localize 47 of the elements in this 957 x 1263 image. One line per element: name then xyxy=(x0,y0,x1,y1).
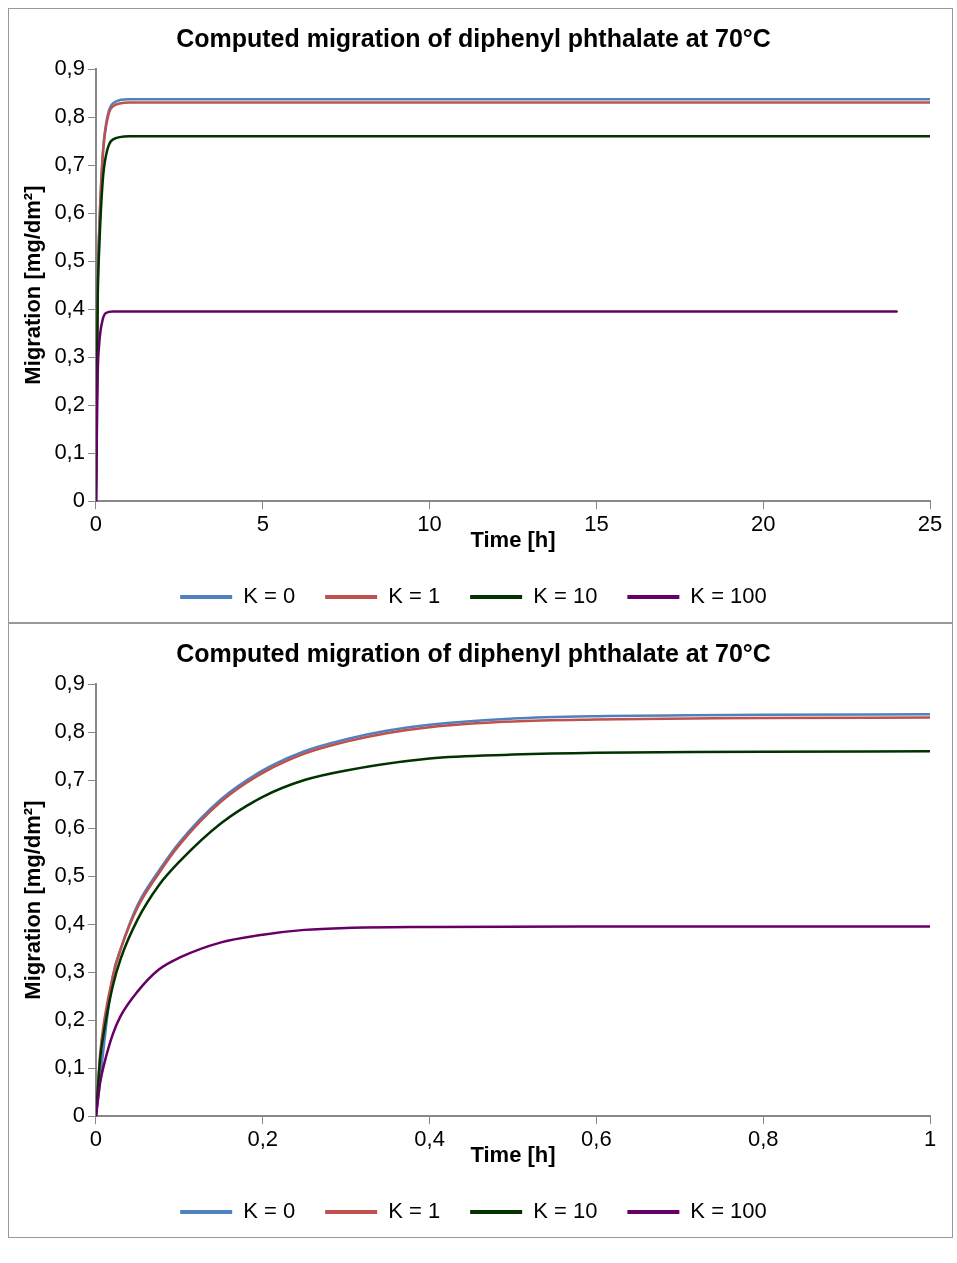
legend-label: K = 0 xyxy=(243,583,296,609)
y-tick-label: 0,1 xyxy=(54,1054,85,1080)
x-tick-label: 0,2 xyxy=(247,1126,279,1152)
y-tick-label: 0,8 xyxy=(54,718,85,744)
legend-label: K = 0 xyxy=(243,1198,296,1224)
y-tick-label: 0 xyxy=(72,1102,85,1128)
y-tick-label: 0,7 xyxy=(54,766,85,792)
chart-title: Computed migration of diphenyl phthalate at 70°C xyxy=(176,23,771,52)
legend-label: K = 10 xyxy=(533,1198,598,1224)
y-tick-label: 0,3 xyxy=(54,343,85,369)
x-tick-label: 10 xyxy=(417,511,442,537)
x-tick-label: 25 xyxy=(917,511,943,537)
x-tick-label: 20 xyxy=(750,511,776,537)
y-tick-label: 0,3 xyxy=(54,958,85,984)
y-axis-title: Migration [mg/dm²] xyxy=(20,800,46,1000)
x-axis-title: Time [h] xyxy=(470,1141,556,1167)
x-tick-label: 5 xyxy=(256,511,269,537)
y-axis-title: Migration [mg/dm²] xyxy=(20,185,46,385)
y-tick-label: 0,9 xyxy=(54,55,85,81)
y-tick-label: 0,5 xyxy=(54,862,85,888)
y-tick-label: 0,9 xyxy=(54,670,85,696)
y-tick-label: 0,4 xyxy=(54,910,85,936)
x-tick-label: 0,6 xyxy=(581,1126,612,1152)
x-tick-label: 0,8 xyxy=(747,1126,779,1152)
chart-title: Computed migration of diphenyl phthalate at 70°C xyxy=(176,638,771,667)
legend-label: K = 1 xyxy=(388,583,441,609)
legend-label: K = 1 xyxy=(388,1198,441,1224)
x-tick-label: 0 xyxy=(89,1126,103,1152)
legend-label: K = 100 xyxy=(690,583,767,609)
y-tick-label: 0,4 xyxy=(54,295,85,321)
y-tick-label: 0,5 xyxy=(54,247,85,273)
y-tick-label: 0,2 xyxy=(54,1006,85,1032)
x-tick-label: 1 xyxy=(923,1126,937,1152)
y-tick-label: 0,7 xyxy=(54,151,85,177)
line-series xyxy=(95,310,898,502)
x-tick-label: 0,4 xyxy=(414,1126,445,1152)
y-tick-label: 0,6 xyxy=(54,199,85,225)
x-tick-label: 15 xyxy=(584,511,609,537)
x-axis-title: Time [h] xyxy=(470,526,556,552)
y-tick-label: 0 xyxy=(72,487,85,513)
y-tick-label: 0,2 xyxy=(54,391,85,417)
y-tick-label: 0,6 xyxy=(54,814,85,840)
y-tick-label: 0,1 xyxy=(54,439,85,465)
legend-label: K = 10 xyxy=(533,583,598,609)
legend-label: K = 100 xyxy=(690,1198,767,1224)
x-tick-label: 0 xyxy=(89,511,103,537)
y-tick-label: 0,8 xyxy=(54,103,85,129)
